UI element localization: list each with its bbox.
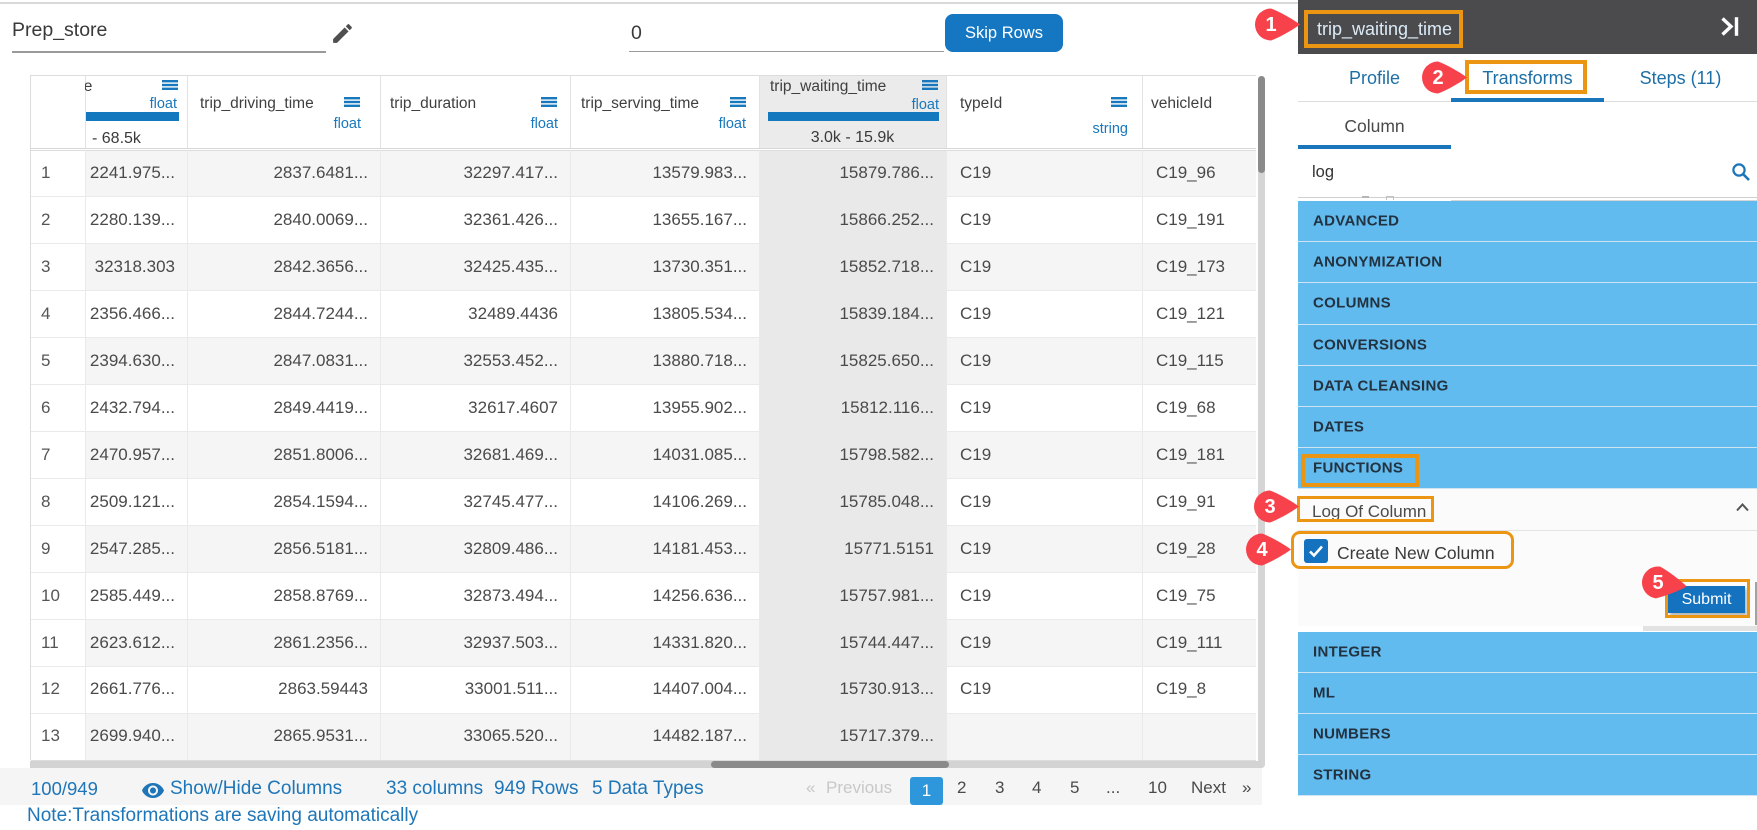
svg-text:1: 1: [1265, 14, 1276, 36]
svg-text:3: 3: [1264, 496, 1275, 518]
svg-text:4: 4: [1256, 539, 1268, 561]
svg-text:5: 5: [1652, 572, 1663, 594]
svg-text:2: 2: [1432, 67, 1443, 89]
